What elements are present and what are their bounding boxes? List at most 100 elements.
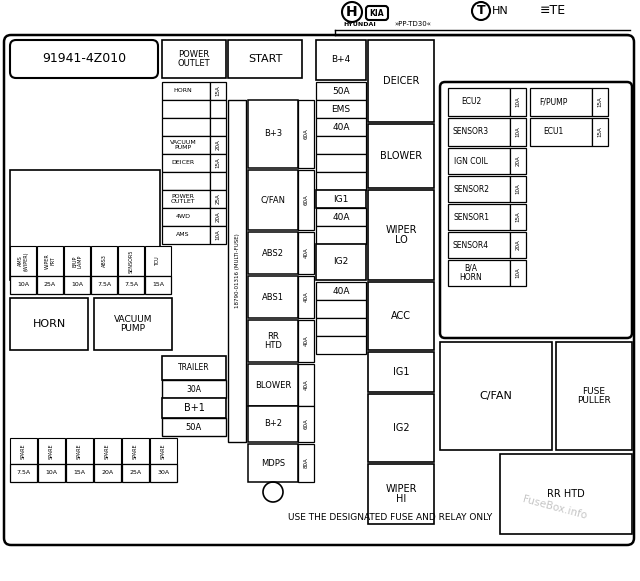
- Text: 40A: 40A: [332, 286, 349, 296]
- Bar: [10, 464, 37, 482]
- Bar: [150, 464, 177, 482]
- Text: HN: HN: [492, 6, 508, 16]
- Bar: [368, 464, 434, 524]
- Text: 60A: 60A: [303, 128, 308, 139]
- Bar: [210, 100, 226, 118]
- Bar: [248, 232, 298, 274]
- Text: 60A: 60A: [303, 419, 308, 429]
- Text: 15A: 15A: [74, 471, 86, 475]
- Text: AMS
(WIPER): AMS (WIPER): [18, 251, 28, 271]
- Text: 25A: 25A: [216, 193, 221, 205]
- Bar: [10, 438, 37, 464]
- Bar: [298, 406, 314, 442]
- Text: 80A: 80A: [303, 458, 308, 468]
- Bar: [316, 100, 366, 118]
- Bar: [510, 118, 526, 146]
- Bar: [145, 246, 171, 276]
- Text: T: T: [477, 5, 485, 17]
- Text: SENSOR1: SENSOR1: [453, 213, 489, 221]
- Bar: [162, 172, 210, 190]
- Bar: [162, 356, 226, 380]
- FancyBboxPatch shape: [10, 40, 158, 78]
- Bar: [368, 190, 434, 280]
- Bar: [448, 118, 510, 146]
- Text: 50A: 50A: [186, 422, 202, 432]
- Bar: [368, 40, 434, 122]
- Text: F/PUMP: F/PUMP: [539, 98, 567, 106]
- Text: HORN: HORN: [173, 88, 193, 94]
- Bar: [210, 154, 226, 172]
- Bar: [66, 438, 93, 464]
- Text: HYUNDAI: HYUNDAI: [344, 21, 376, 27]
- Bar: [118, 246, 144, 276]
- Text: 15A: 15A: [216, 85, 221, 96]
- Bar: [316, 82, 366, 100]
- Text: SPARE: SPARE: [21, 443, 26, 459]
- Text: 20A: 20A: [216, 211, 221, 223]
- Bar: [530, 88, 592, 116]
- Bar: [248, 276, 298, 318]
- Text: FUSE
PULLER: FUSE PULLER: [577, 386, 611, 406]
- Bar: [162, 418, 226, 436]
- Bar: [530, 118, 592, 146]
- Text: 20A: 20A: [515, 156, 520, 166]
- Bar: [316, 172, 366, 190]
- Bar: [64, 276, 90, 294]
- Bar: [37, 276, 63, 294]
- Text: 7.5A: 7.5A: [124, 282, 138, 288]
- Bar: [298, 320, 314, 362]
- Bar: [64, 246, 90, 276]
- Bar: [37, 246, 63, 276]
- Bar: [210, 208, 226, 226]
- Bar: [556, 342, 632, 450]
- Text: 15A: 15A: [216, 157, 221, 168]
- Text: 40A: 40A: [303, 336, 308, 346]
- Bar: [316, 300, 366, 318]
- Bar: [298, 444, 314, 482]
- Bar: [316, 282, 366, 300]
- Text: 10A: 10A: [515, 96, 520, 107]
- Bar: [38, 464, 65, 482]
- Bar: [10, 276, 36, 294]
- Text: SPARE: SPARE: [105, 443, 110, 459]
- Bar: [248, 364, 298, 406]
- Text: 30A: 30A: [157, 471, 170, 475]
- Bar: [448, 260, 510, 286]
- Text: ECU2: ECU2: [461, 98, 481, 106]
- Bar: [162, 190, 210, 208]
- Text: ACC: ACC: [391, 311, 411, 321]
- Bar: [150, 438, 177, 464]
- Text: 18790-01316 (MULTI-FUSE): 18790-01316 (MULTI-FUSE): [234, 234, 239, 309]
- Bar: [298, 170, 314, 230]
- Text: 10A: 10A: [45, 471, 58, 475]
- Bar: [162, 82, 210, 100]
- Text: SENSOR4: SENSOR4: [453, 241, 489, 249]
- Text: RR
HTD: RR HTD: [264, 332, 282, 350]
- Bar: [448, 148, 510, 174]
- Text: SENSOR2: SENSOR2: [453, 185, 489, 193]
- Text: KIA: KIA: [370, 9, 384, 17]
- Text: B/UP
LAMP: B/UP LAMP: [72, 254, 82, 268]
- Text: 10A: 10A: [17, 282, 29, 288]
- Text: 50A: 50A: [332, 87, 350, 95]
- Text: H: H: [346, 5, 358, 19]
- Bar: [500, 454, 632, 534]
- Bar: [210, 172, 226, 190]
- Text: 20A: 20A: [216, 139, 221, 150]
- Bar: [162, 226, 210, 244]
- Text: »PP-TD30«: »PP-TD30«: [394, 21, 431, 27]
- Text: ≡TE: ≡TE: [540, 5, 566, 17]
- Text: IG2: IG2: [333, 257, 349, 267]
- Text: 15A: 15A: [515, 211, 520, 223]
- Text: B/A
HORN: B/A HORN: [460, 264, 483, 282]
- Bar: [210, 82, 226, 100]
- Text: POWER
OUTLET: POWER OUTLET: [178, 49, 211, 69]
- Text: BLOWER: BLOWER: [255, 381, 291, 389]
- Bar: [510, 232, 526, 258]
- Bar: [248, 320, 298, 362]
- Bar: [440, 342, 552, 450]
- Bar: [91, 276, 117, 294]
- Text: 15A: 15A: [152, 282, 164, 288]
- Bar: [510, 260, 526, 286]
- Bar: [210, 136, 226, 154]
